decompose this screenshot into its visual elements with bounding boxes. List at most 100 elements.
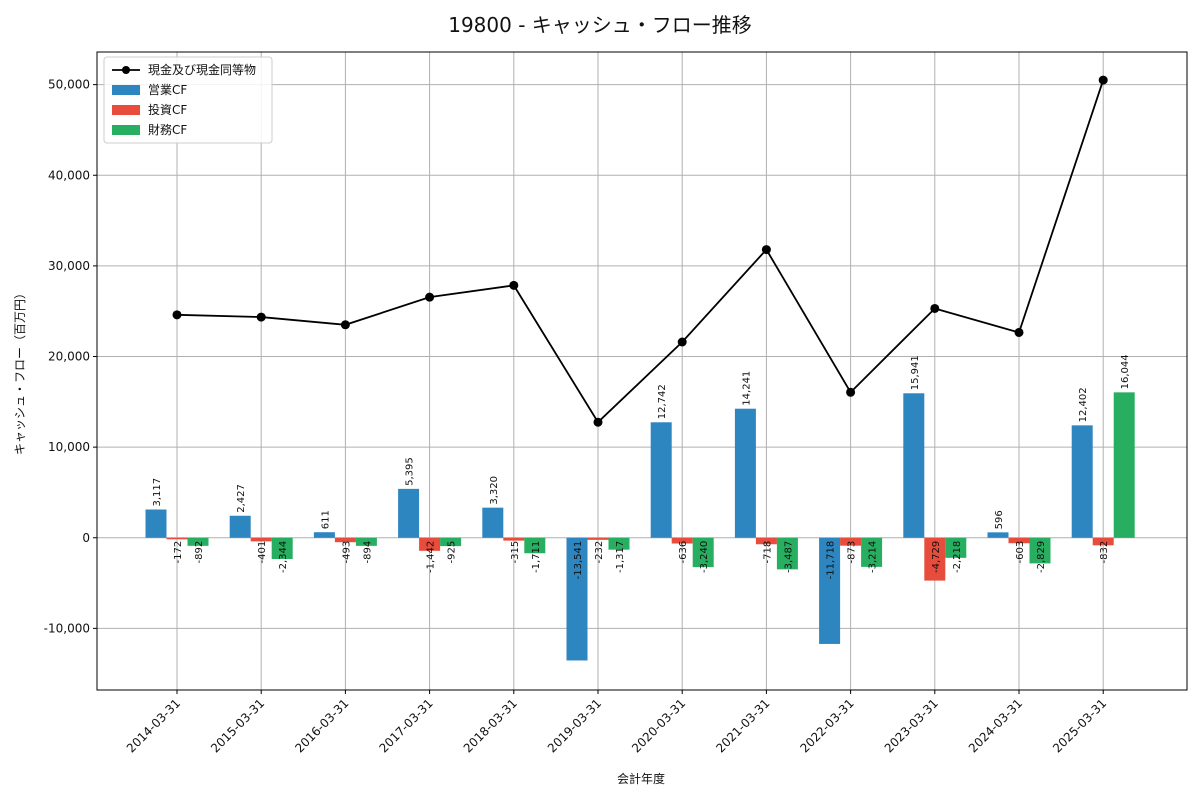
x-tick-label: 2019-03-31 [545,696,604,755]
bar-financing [776,537,798,570]
bar-value-label: -11,718 [826,541,837,580]
y-tick-label: -10,000 [44,621,90,635]
cash-balance-point [677,337,687,347]
x-tick-label: 2024-03-31 [966,696,1025,755]
y-tick-label: 20,000 [48,350,90,364]
bar-investing [924,537,946,581]
bar-value-label: -1,317 [615,541,626,573]
plot-frame [96,51,1188,691]
bar-investing [840,537,862,546]
x-tick-label: 2023-03-31 [882,696,941,755]
legend-box [103,56,273,144]
y-tick-label: 40,000 [48,168,90,182]
bar-labels-layer: 3,117 2,427 611 5,395 3,320 -13,541 12,742 14,2… [152,354,1131,579]
cash-balance-point [1098,75,1108,85]
bar-value-label: 15,941 [910,355,921,390]
bar-value-label: -13,541 [573,541,584,580]
x-tick-label: 2020-03-31 [629,696,688,755]
bar-value-label: -493 [341,541,352,564]
bar-value-label: 12,742 [657,384,668,419]
x-tick-label: 2025-03-31 [1050,696,1109,755]
cash-balance-point [930,303,940,313]
bar-investing [503,537,525,541]
cash-balance-point [425,292,435,302]
bar-value-label: -232 [594,541,605,564]
bar-operating [229,515,251,538]
bar-value-label: -873 [847,541,858,564]
bar-value-label: -315 [510,541,521,564]
cash-balance-point [593,417,603,427]
bar-value-label: -894 [362,541,373,564]
bar-value-label: -2,218 [952,541,963,573]
bars-layer [145,392,1135,661]
bar-financing [608,537,630,550]
bar-financing [440,537,462,547]
bar-operating [819,537,841,644]
y-tick-label: 10,000 [48,440,90,454]
cash-balance-point [761,245,771,255]
bar-value-label: 3,320 [489,476,500,505]
cash-balance-point [172,310,182,320]
line-layer [172,75,1108,427]
cash-balance-point [846,387,856,397]
bar-value-label: 596 [994,510,1005,529]
bar-operating [145,509,167,538]
bar-financing [524,537,546,554]
legend-label: 現金及び現金同等物 [148,62,256,77]
bar-financing [355,537,377,546]
bar-value-label: 3,117 [152,478,163,507]
bar-value-label: -603 [1015,541,1026,564]
bar-investing [587,537,609,540]
y-tick-label: 0 [82,531,90,545]
bar-value-label: -892 [194,541,205,564]
x-tick-label: 2016-03-31 [292,696,351,755]
bar-operating [398,488,420,538]
bar-value-label: -636 [678,541,689,564]
bar-financing [1029,537,1051,564]
x-tick-label: 2015-03-31 [208,696,267,755]
bar-value-label: -718 [762,541,773,564]
legend-label: 投資CF [148,102,187,117]
bar-value-label: -925 [447,541,458,564]
bar-operating [482,507,504,538]
bar-value-label: 5,395 [405,457,416,486]
bar-value-label: -3,214 [868,541,879,573]
x-tick-label: 2018-03-31 [461,696,520,755]
bar-operating [903,393,925,538]
bar-financing [692,537,714,568]
bar-investing [334,537,356,543]
bar-investing [1008,537,1030,544]
bar-value-label: -4,729 [931,541,942,573]
bar-value-label: 12,402 [1078,387,1089,422]
bar-value-label: -1,711 [531,541,542,573]
bar-operating [987,532,1009,538]
cash-balance-line [176,79,1105,424]
bar-value-label: -3,240 [699,541,710,573]
x-axis-label: 会計年度 [617,771,665,786]
bar-financing [271,537,293,559]
bar-value-label: 14,241 [741,371,752,406]
y-tick-label: 50,000 [48,78,90,92]
bar-financing [187,537,209,546]
bar-investing [250,537,272,542]
bar-financing [945,537,967,558]
legend-label: 財務CF [148,122,187,137]
x-tick-label: 2021-03-31 [713,696,772,755]
bar-investing [1092,537,1114,546]
legend-label: 営業CF [148,83,187,97]
x-tick-label: 2022-03-31 [798,696,857,755]
bar-operating [313,532,335,538]
y-axis-label: キャッシュ・フロー（百万円） [13,287,27,455]
bar-operating [650,422,672,538]
bar-value-label: -172 [173,541,184,564]
cash-balance-point [1014,327,1024,337]
cash-balance-point [509,280,519,290]
bar-investing [755,537,777,545]
bar-value-label: 611 [320,510,331,529]
bar-financing [1113,392,1135,538]
chart-title: 19800 - キャッシュ・フロー推移 [448,13,752,37]
bar-value-label: -2,829 [1036,541,1047,573]
x-tick-label: 2017-03-31 [377,696,436,755]
bar-value-label: -832 [1099,541,1110,564]
